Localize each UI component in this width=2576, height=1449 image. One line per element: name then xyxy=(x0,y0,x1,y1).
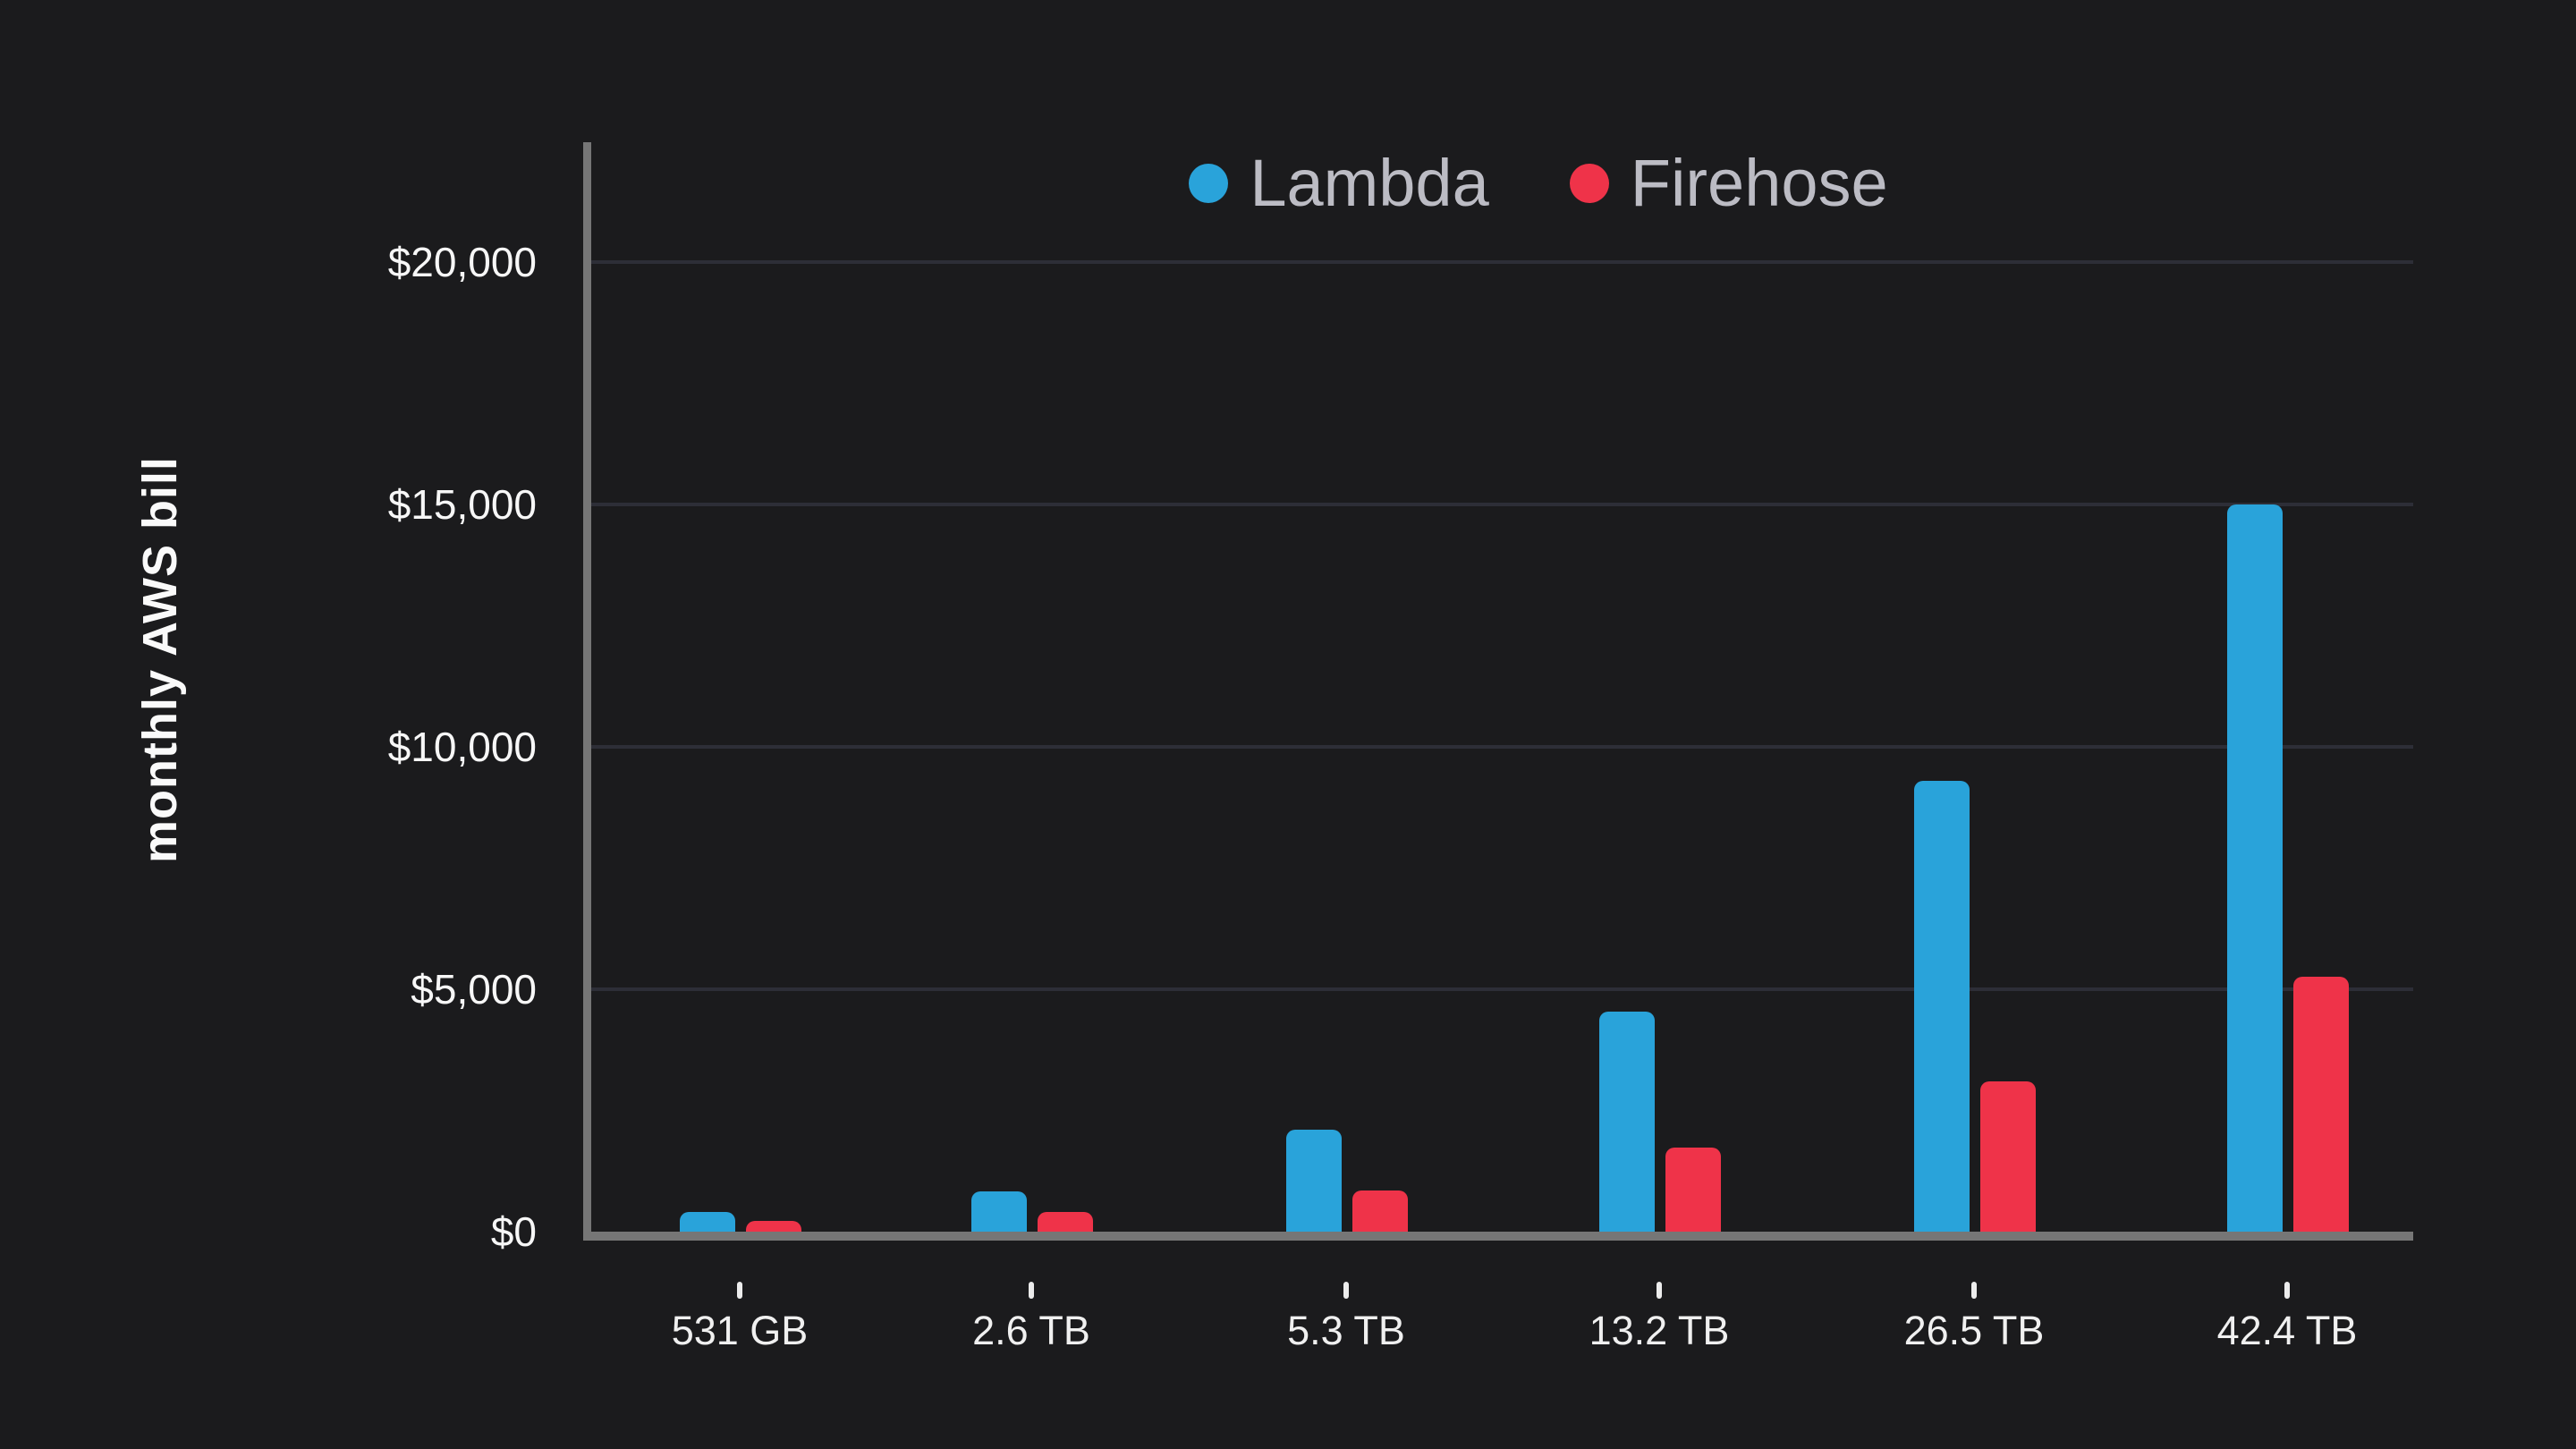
gridline xyxy=(591,987,2413,991)
legend-item-lambda: Lambda xyxy=(1189,146,1489,220)
bar-lambda-5 xyxy=(1914,781,1970,1232)
bar-firehose-2 xyxy=(1038,1212,1093,1232)
bar-lambda-6 xyxy=(2227,504,2283,1232)
x-tick-label: 5.3 TB xyxy=(1287,1308,1405,1353)
y-axis-title: monthly AWS bill xyxy=(133,456,187,863)
x-tick xyxy=(2284,1282,2290,1299)
gridline xyxy=(591,745,2413,749)
bar-lambda-2 xyxy=(971,1191,1027,1232)
legend: Lambda Firehose xyxy=(510,150,2567,216)
bar-firehose-1 xyxy=(746,1221,801,1232)
x-tick xyxy=(1343,1282,1349,1299)
x-tick-label: 26.5 TB xyxy=(1903,1308,2045,1353)
bar-lambda-1 xyxy=(680,1212,735,1232)
bar-firehose-5 xyxy=(1980,1081,2036,1232)
x-tick xyxy=(737,1282,742,1299)
x-tick xyxy=(1657,1282,1662,1299)
bar-lambda-4 xyxy=(1599,1012,1655,1232)
gridline xyxy=(591,260,2413,264)
bar-firehose-6 xyxy=(2293,977,2349,1232)
x-axis-line xyxy=(583,1232,2413,1241)
x-tick-label: 2.6 TB xyxy=(972,1308,1090,1353)
y-tick-label: $15,000 xyxy=(387,481,537,528)
legend-label-firehose: Firehose xyxy=(1630,146,1888,220)
legend-dot-firehose-icon xyxy=(1569,164,1609,203)
legend-item-firehose: Firehose xyxy=(1569,146,1888,220)
legend-label-lambda: Lambda xyxy=(1250,146,1489,220)
bar-lambda-3 xyxy=(1286,1130,1342,1232)
x-tick-label: 13.2 TB xyxy=(1589,1308,1730,1353)
legend-dot-lambda-icon xyxy=(1189,164,1229,203)
x-tick xyxy=(1971,1282,1977,1299)
x-tick xyxy=(1029,1282,1034,1299)
y-tick-label: $20,000 xyxy=(387,239,537,285)
y-axis-line xyxy=(583,142,591,1241)
y-tick-label: $0 xyxy=(490,1208,537,1255)
y-tick-label: $10,000 xyxy=(387,724,537,770)
y-tick-label: $5,000 xyxy=(411,966,537,1013)
bar-firehose-4 xyxy=(1665,1148,1721,1232)
x-tick-label: 42.4 TB xyxy=(2216,1308,2358,1353)
gridline xyxy=(591,503,2413,506)
bar-firehose-3 xyxy=(1352,1191,1408,1232)
x-tick-label: 531 GB xyxy=(671,1308,809,1353)
